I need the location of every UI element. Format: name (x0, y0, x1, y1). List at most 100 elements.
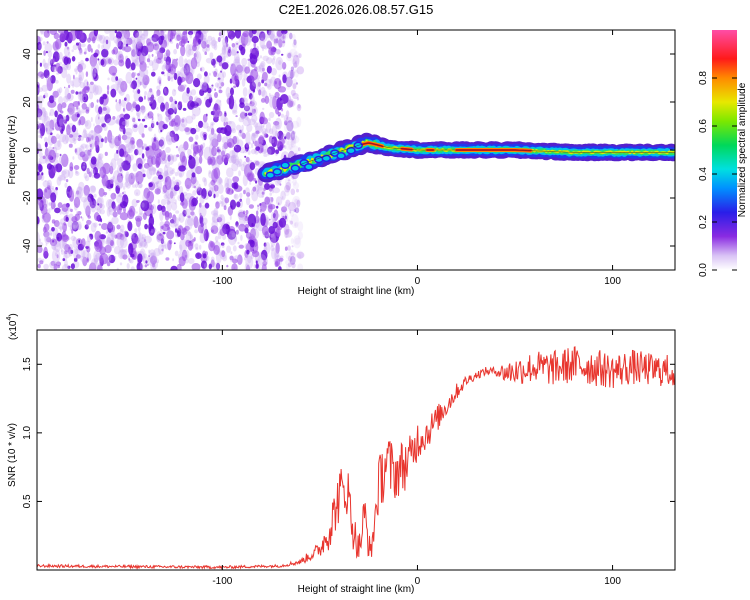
spectrogram-noise-blob (198, 38, 201, 45)
spectrogram-noise-blob (119, 89, 125, 96)
spectrogram-noise-blob (182, 84, 187, 89)
spectrogram-noise-blob (212, 212, 219, 224)
spectrogram-noise-blob (178, 217, 181, 222)
spectrogram-noise-blob (97, 153, 102, 161)
spectrogram-noise-blob (38, 151, 43, 158)
spectrogram-noise-blob (140, 35, 143, 39)
spectrogram-noise-blob (211, 210, 218, 216)
spectrogram-noise-blob (80, 255, 86, 262)
spectrogram-noise-blob (92, 36, 96, 44)
spectrogram-noise-blob (92, 67, 98, 80)
spectrogram-noise-blob (219, 86, 222, 89)
spectrogram-noise-blob (208, 187, 214, 195)
spectrogram-noise-blob (125, 173, 131, 183)
spectrogram-noise-blob (256, 189, 260, 195)
spectrogram-noise-blob (262, 107, 265, 110)
spectrogram-noise-blob (80, 249, 86, 258)
spectrogram-noise-blob (256, 182, 265, 191)
spectrogram-noise-blob (221, 244, 225, 249)
spectrogram-noise-blob (140, 105, 145, 115)
spectrogram-y-tick-label: -20 (22, 190, 33, 205)
spectrogram-noise-blob (184, 177, 192, 189)
spectrogram-noise-blob (238, 63, 241, 68)
spectrogram-noise-blob (290, 256, 297, 263)
spectrogram-noise-blob (271, 125, 278, 137)
spectrogram-noise-blob (284, 177, 292, 188)
spectrogram-noise-blob (208, 158, 213, 165)
spectrogram-noise-blob (230, 63, 237, 76)
spectrogram-noise-blob (245, 213, 248, 218)
spectrogram-noise-blob (167, 75, 171, 82)
spectrogram-noise-blob (284, 246, 288, 251)
spectrogram-noise-blob (157, 113, 160, 117)
spectrogram-noise-blob (151, 120, 155, 128)
spectrogram-noise-blob (91, 61, 95, 70)
spectrogram-noise-blob (44, 188, 48, 193)
spectrogram-noise-blob (81, 103, 88, 110)
spectrogram-noise-blob (284, 213, 289, 223)
spectrogram-noise-blob (220, 242, 225, 246)
spectrogram-noise-blob (186, 59, 192, 66)
spectrogram-noise-blob (32, 183, 35, 188)
spectrogram-noise-blob (131, 215, 134, 219)
spectrogram-noise-blob (244, 187, 250, 196)
spectrogram-noise-blob (258, 135, 265, 144)
spectrogram-noise-blob (253, 177, 257, 182)
spectrogram-noise-blob (279, 183, 282, 186)
spectrogram-noise-blob (191, 213, 197, 222)
spectrogram-noise-blob (67, 168, 74, 179)
spectrogram-noise-blob (131, 116, 136, 122)
spectrogram-noise-blob (174, 199, 177, 205)
spectrogram-noise-blob (245, 255, 254, 269)
spectrogram-noise-blob (40, 133, 43, 139)
spectrogram-noise-blob (284, 215, 287, 220)
spectrogram-noise-blob (90, 168, 96, 175)
spectrogram-noise-blob (83, 132, 88, 138)
spectrogram-noise-blob (221, 62, 229, 70)
spectrogram-noise-blob (190, 144, 194, 150)
spectrogram-noise-blob (129, 142, 132, 146)
spectrogram-noise-blob (295, 180, 297, 183)
spectrogram-noise-blob (243, 189, 246, 195)
spectrogram-noise-blob (268, 92, 271, 97)
spectrogram-noise-blob (161, 64, 166, 71)
spectrogram-noise-blob (187, 215, 191, 219)
spectrogram-noise-blob (244, 242, 251, 250)
spectrogram-noise-blob (146, 167, 153, 180)
spectrogram-noise-blob (257, 178, 263, 189)
spectrogram-noise-blob (132, 100, 136, 105)
spectrogram-noise-blob (156, 121, 159, 126)
spectrogram-noise-blob (119, 212, 129, 221)
spectrogram-noise-blob (190, 127, 197, 135)
spectrogram-noise-blob (152, 263, 156, 268)
spectrogram-noise-blob (135, 77, 138, 80)
spectrogram-noise-blob (88, 130, 97, 141)
spectrogram-noise-blob (296, 250, 304, 260)
snr-series-line (37, 346, 675, 570)
spectrogram-noise-blob (70, 208, 73, 213)
spectrogram-noise-blob (123, 206, 126, 213)
spectrogram-noise-blob (185, 239, 192, 247)
spectrogram-noise-blob (72, 138, 76, 142)
spectrogram-noise-blob (125, 199, 128, 203)
spectrogram-noise-blob (274, 91, 280, 99)
spectrogram-noise-blob (127, 221, 133, 232)
spectrogram-noise-blob (144, 79, 148, 82)
spectrogram-noise-blob (44, 231, 50, 243)
spectrogram-noise-blob (244, 215, 249, 222)
spectrogram-noise-blob (278, 137, 285, 146)
colorbar-tick-label: 0.4 (698, 167, 709, 181)
spectrogram-noise-blob (67, 191, 69, 194)
spectrogram-noise-blob (235, 221, 239, 227)
spectrogram-noise-blob (217, 77, 221, 80)
spectrogram-noise-blob (181, 155, 187, 168)
spectrogram-noise-blob (175, 228, 178, 233)
spectrogram-noise-blob (136, 112, 140, 117)
spectrogram-noise-blob (290, 238, 294, 244)
spectrogram-noise-blob (275, 153, 278, 156)
spectrogram-noise-blob (291, 176, 295, 180)
spectrogram-noise-blob (164, 220, 170, 228)
spectrogram-ridge-centerline (300, 142, 675, 165)
spectrogram-noise-blob (239, 129, 242, 134)
spectrogram-noise-blob (198, 148, 204, 157)
